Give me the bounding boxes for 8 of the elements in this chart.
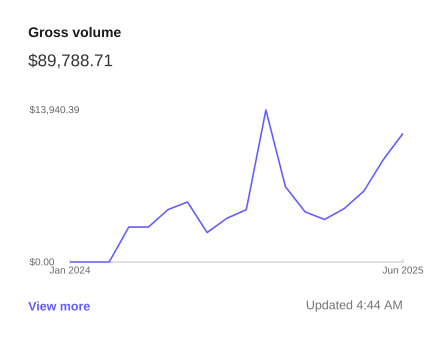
- y-tick-label: $0.00: [30, 258, 54, 266]
- chart-subtitle: $89,788.71: [28, 54, 112, 68]
- x-tick-label: Jun 2025: [382, 266, 424, 274]
- text: View more: [28, 301, 90, 311]
- x-tick-label: Jan 2024: [50, 266, 90, 274]
- text: Updated 4:44 AM: [306, 300, 402, 312]
- y-tick-label: $13,940.39: [30, 106, 79, 114]
- chart-title: Gross volume: [28, 26, 121, 38]
